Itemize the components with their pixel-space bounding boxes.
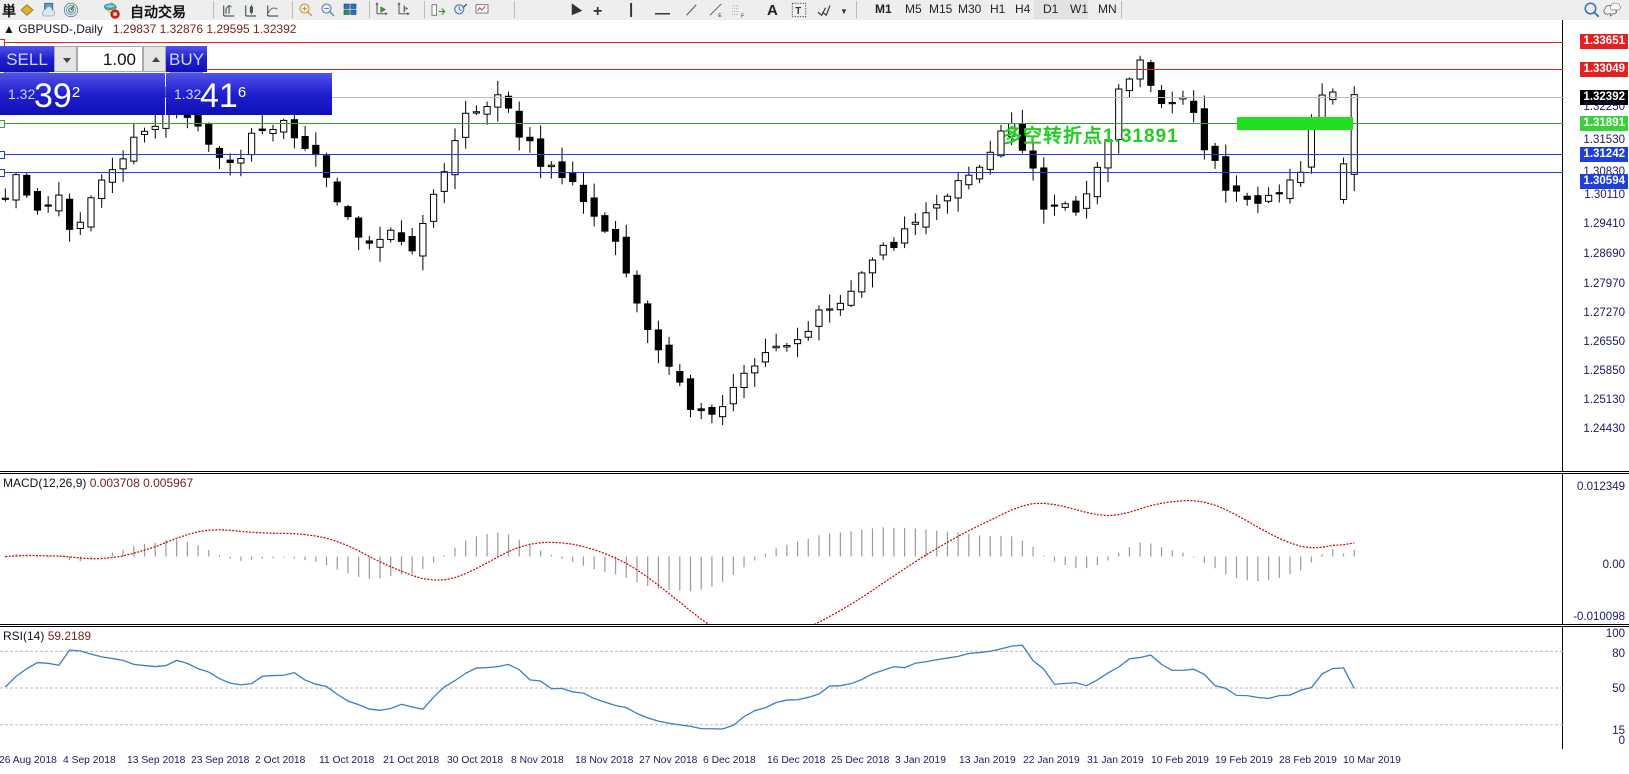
svg-text:::::: :::: [732, 5, 739, 11]
svg-text:T: T [795, 6, 801, 17]
svg-text:F: F [741, 14, 744, 19]
svg-text:::::: :::: [732, 11, 739, 17]
svg-text:E: E [718, 13, 722, 19]
